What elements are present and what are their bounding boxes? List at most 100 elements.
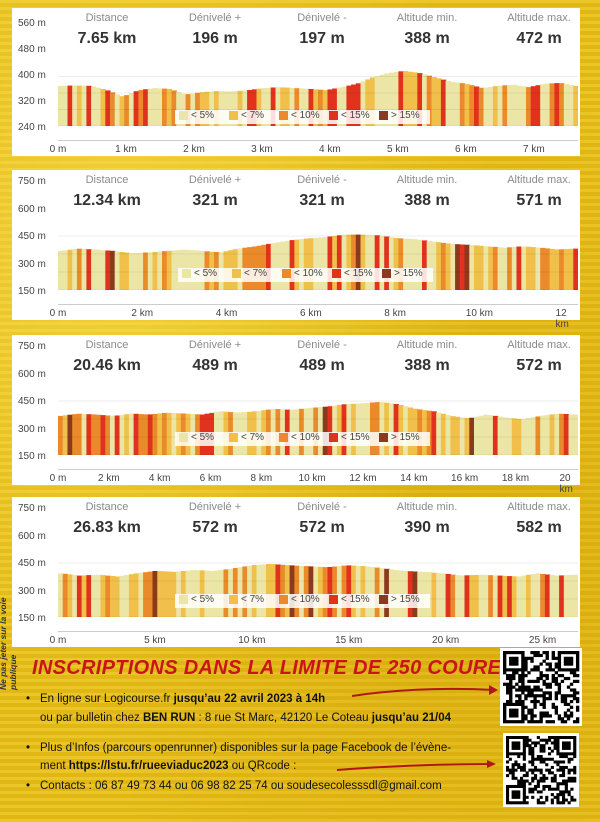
slope-segment <box>507 84 513 126</box>
qr-module <box>557 674 562 678</box>
qr-module <box>542 760 546 764</box>
slope-segment <box>237 90 243 126</box>
slope-segment <box>157 571 163 617</box>
qr-module <box>503 665 507 669</box>
qr-module <box>530 679 534 683</box>
slope-segment <box>459 417 466 455</box>
y-tick-label: 560 m <box>18 18 46 29</box>
qr-module <box>548 736 552 740</box>
qr-module <box>508 757 512 761</box>
qr-code-facebook[interactable] <box>503 733 579 807</box>
qr-module <box>514 801 518 805</box>
slope-segment <box>266 564 272 617</box>
slope-segment <box>327 567 333 617</box>
slope-segment <box>360 81 366 126</box>
slope-segment <box>393 72 399 126</box>
slope-segment <box>455 82 461 126</box>
qr-module <box>503 656 507 660</box>
infos-text: Plus d’Infos (parcours openrunner) dispo… <box>40 742 452 754</box>
qr-module <box>553 795 557 799</box>
facebook-link[interactable]: https://lstu.fr/rueeviaduc2023 <box>68 760 229 772</box>
legend-item: > 15% <box>379 432 420 446</box>
qr-module <box>542 749 546 753</box>
qr-module <box>563 659 568 663</box>
qr-module <box>545 682 549 686</box>
slope-segment <box>530 86 536 126</box>
slope-segment <box>157 413 163 455</box>
legend-swatch <box>182 268 191 278</box>
slope-segment <box>521 246 527 290</box>
slope-segment <box>464 83 470 126</box>
x-tick-label: 5 km <box>144 635 166 646</box>
qr-module <box>545 757 549 761</box>
qr-module <box>545 674 549 678</box>
slope-segment <box>341 565 347 617</box>
qr-module <box>527 694 531 698</box>
qr-module <box>567 801 571 805</box>
qr-module <box>562 741 566 745</box>
stat-label: Dénivelé - <box>297 174 347 186</box>
slope-segment <box>105 415 111 455</box>
qr-module <box>534 784 538 788</box>
slope-segment <box>497 85 503 126</box>
qr-module <box>542 779 546 783</box>
slope-segment <box>544 83 551 126</box>
slope-segment <box>526 418 532 455</box>
qr-module <box>563 694 568 698</box>
qr-module <box>536 685 540 689</box>
qr-module <box>508 768 512 772</box>
qr-module <box>536 688 540 692</box>
legend-swatch <box>282 268 291 278</box>
qr-module <box>542 744 546 748</box>
qr-module <box>522 793 526 797</box>
qr-module <box>511 744 515 748</box>
slope-segment <box>559 249 565 290</box>
qr-module <box>562 798 566 802</box>
slope-segment <box>365 234 371 290</box>
qr-module <box>515 662 519 666</box>
qr-code-registration[interactable] <box>500 648 582 726</box>
slope-segment <box>336 404 343 455</box>
slope-segment <box>138 414 144 455</box>
qr-module <box>533 714 537 718</box>
qr-module <box>509 659 513 663</box>
slope-segment <box>474 574 480 617</box>
qr-module <box>533 694 537 698</box>
legend-label: < 5% <box>191 594 215 605</box>
qr-module <box>512 668 516 672</box>
qr-module <box>509 668 513 672</box>
qr-module <box>522 738 526 742</box>
legend-swatch <box>332 268 341 278</box>
qr-module <box>527 711 531 715</box>
qr-module <box>509 685 513 689</box>
qr-module <box>553 760 557 764</box>
slope-segment <box>336 566 343 617</box>
slope-segment <box>332 405 338 455</box>
stat-value: 489 m <box>192 357 238 374</box>
qr-module <box>521 671 525 675</box>
qr-module <box>542 714 546 718</box>
qr-module <box>528 746 532 750</box>
slope-segment <box>563 575 570 617</box>
qr-module <box>524 714 528 718</box>
slope-segment <box>275 87 281 126</box>
qr-module <box>527 685 531 689</box>
slope-segment <box>289 87 295 126</box>
slope-segment <box>417 73 423 126</box>
slope-segment <box>341 234 347 290</box>
slope-segment <box>483 574 489 617</box>
qr-module <box>563 668 568 672</box>
slope-segment <box>162 571 168 617</box>
slope-segment <box>526 246 532 290</box>
y-tick-label: 150 m <box>18 286 46 297</box>
stat-altmax: Altitude max. 571 m <box>484 174 594 210</box>
qr-module <box>524 662 528 666</box>
qr-module <box>506 744 510 748</box>
slope-segment <box>313 237 319 290</box>
qr-module <box>506 682 510 686</box>
qr-module <box>569 688 574 692</box>
slope-segment <box>284 87 291 126</box>
slope-segment <box>393 238 399 290</box>
qr-module <box>545 798 549 802</box>
qr-module <box>515 656 519 660</box>
